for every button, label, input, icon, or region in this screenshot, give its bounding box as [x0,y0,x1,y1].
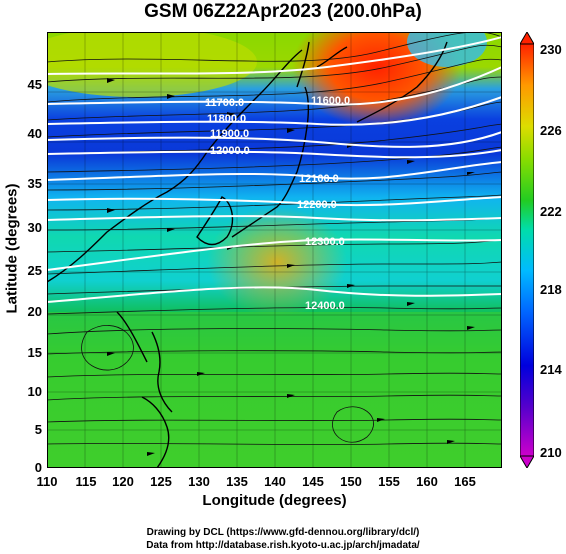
y-tick-label: 45 [27,77,42,92]
colorbar-tick-label: 230 [540,42,562,57]
x-tick-label: 140 [264,474,286,489]
plot-area: 11700.0 11800.0 11900.0 12000.0 12100.0 … [47,32,502,468]
contour-label: 11900.0 [210,128,249,140]
contour-label: 12100.0 [299,173,339,185]
x-tick-label: 135 [226,474,248,489]
x-axis-label: Longitude (degrees) [202,492,347,509]
contour-labels: 11700.0 11800.0 11900.0 12000.0 12100.0 … [205,95,350,312]
x-tick-label: 115 [75,474,97,489]
y-tick-label: 5 [34,422,42,437]
colorbar-min-arrow [519,455,535,469]
y-tick-label: 10 [27,384,42,399]
x-tick-label: 125 [150,474,172,489]
contour-label: 12300.0 [305,236,345,248]
x-tick-label: 110 [36,474,58,489]
contour-label: 12000.0 [210,145,250,157]
y-axis-label: Latitude (degrees) [3,183,21,314]
x-tick-label: 120 [112,474,134,489]
contour-label: 11800.0 [207,113,246,125]
y-tick-label: 35 [27,176,42,191]
colorbar-tick-label: 226 [540,123,562,138]
colorbar-tick-label: 214 [540,362,562,377]
y-tick-label: 0 [34,460,42,475]
y-tick-label: 40 [27,126,42,141]
contour-label: 11600.0 [311,95,350,107]
x-tick-label: 155 [378,474,400,489]
contour-label: 11700.0 [205,97,244,109]
x-tick-label: 130 [188,474,210,489]
y-tick-label: 30 [27,220,42,235]
colorbar-max-arrow [519,31,535,45]
x-tick-label: 145 [302,474,324,489]
colorbar [519,31,535,469]
credit-line-dcl: Drawing by DCL (https://www.gfd-dennou.o… [146,527,420,538]
colorbar-tick-label: 210 [540,445,562,460]
x-tick-label: 165 [454,474,476,489]
lat-lon-grid [47,32,502,468]
x-tick-label: 150 [340,474,362,489]
credit-line-data: Data from http://database.rish.kyoto-u.a… [146,540,420,551]
colorbar-tick-label: 218 [540,282,562,297]
wind-arrows [107,78,475,456]
map-title: GSM 06Z22Apr2023 (200.0hPa) [144,1,422,22]
height-contours [47,36,502,303]
colorbar-tick-label: 222 [540,204,562,219]
x-tick-label: 160 [416,474,438,489]
contour-label: 12200.0 [297,199,337,211]
y-tick-label: 15 [27,345,42,360]
y-tick-label: 20 [27,304,42,319]
contour-label: 12400.0 [305,300,345,312]
y-tick-label: 25 [27,263,42,278]
